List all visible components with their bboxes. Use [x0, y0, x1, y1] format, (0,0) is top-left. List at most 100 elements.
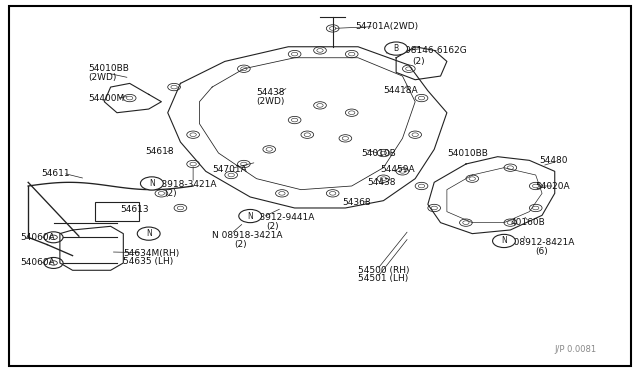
- Text: 54020A: 54020A: [536, 182, 570, 190]
- Circle shape: [288, 51, 301, 58]
- Text: N 08918-3421A: N 08918-3421A: [145, 180, 216, 189]
- Text: N: N: [247, 212, 253, 221]
- Circle shape: [138, 227, 160, 240]
- Circle shape: [50, 235, 58, 240]
- FancyBboxPatch shape: [95, 202, 139, 221]
- Text: N: N: [146, 229, 152, 238]
- Circle shape: [237, 160, 250, 168]
- Circle shape: [380, 151, 387, 155]
- Text: 54701A(2WD): 54701A(2WD): [355, 22, 418, 31]
- Text: 54418A: 54418A: [383, 86, 418, 95]
- Circle shape: [415, 182, 428, 190]
- Circle shape: [504, 219, 516, 226]
- Circle shape: [532, 184, 539, 188]
- Circle shape: [349, 52, 355, 56]
- Text: 54010B: 54010B: [361, 148, 396, 157]
- Text: N: N: [501, 237, 507, 246]
- Circle shape: [399, 170, 406, 173]
- Circle shape: [301, 131, 314, 138]
- Text: 54060A: 54060A: [20, 233, 54, 242]
- Text: N 08918-3421A: N 08918-3421A: [212, 231, 283, 240]
- Circle shape: [291, 118, 298, 122]
- Circle shape: [349, 111, 355, 115]
- Circle shape: [279, 192, 285, 195]
- Circle shape: [419, 96, 425, 100]
- Circle shape: [155, 190, 168, 197]
- Text: 54480: 54480: [539, 156, 568, 165]
- Circle shape: [406, 67, 412, 71]
- Circle shape: [463, 221, 469, 224]
- Circle shape: [529, 182, 542, 190]
- Circle shape: [44, 257, 63, 269]
- Text: 54010BB: 54010BB: [88, 64, 129, 73]
- Circle shape: [377, 175, 390, 182]
- Circle shape: [431, 206, 437, 210]
- Circle shape: [317, 49, 323, 52]
- Circle shape: [190, 162, 196, 166]
- Circle shape: [409, 131, 422, 138]
- Text: 54438: 54438: [367, 178, 396, 187]
- Circle shape: [385, 42, 408, 55]
- Circle shape: [507, 221, 513, 224]
- Text: N 08912-9441A: N 08912-9441A: [244, 213, 314, 222]
- Text: J/P 0.0081: J/P 0.0081: [555, 344, 597, 353]
- Circle shape: [239, 209, 262, 223]
- Text: 54500 (RH): 54500 (RH): [358, 266, 410, 275]
- Circle shape: [396, 168, 409, 175]
- Text: 54438: 54438: [257, 88, 285, 97]
- Circle shape: [415, 94, 428, 102]
- Text: 54635 (LH): 54635 (LH): [124, 257, 173, 266]
- Text: (2): (2): [412, 57, 424, 66]
- Circle shape: [428, 204, 440, 212]
- Text: N 08912-8421A: N 08912-8421A: [504, 238, 574, 247]
- Circle shape: [288, 116, 301, 124]
- Circle shape: [339, 135, 352, 142]
- Text: 54400M: 54400M: [88, 93, 125, 103]
- Circle shape: [330, 26, 336, 30]
- Circle shape: [380, 177, 387, 180]
- Circle shape: [187, 160, 200, 168]
- Text: 54010BB: 54010BB: [447, 148, 488, 157]
- Circle shape: [140, 177, 163, 190]
- Circle shape: [44, 232, 63, 243]
- Circle shape: [266, 148, 273, 151]
- Circle shape: [190, 133, 196, 137]
- Circle shape: [314, 102, 326, 109]
- Circle shape: [241, 67, 247, 71]
- Circle shape: [241, 162, 247, 166]
- Circle shape: [493, 234, 515, 247]
- Text: 40160B: 40160B: [510, 218, 545, 227]
- Circle shape: [171, 85, 177, 89]
- Text: 54611: 54611: [41, 169, 70, 178]
- Circle shape: [168, 83, 180, 91]
- Text: 54634M(RH): 54634M(RH): [124, 249, 180, 258]
- Text: B 08146-6162G: B 08146-6162G: [396, 46, 467, 55]
- Circle shape: [469, 177, 476, 180]
- Circle shape: [377, 149, 390, 157]
- Text: 54701A: 54701A: [212, 165, 247, 174]
- Text: 54368: 54368: [342, 198, 371, 207]
- Text: (2WD): (2WD): [257, 97, 285, 106]
- Text: N: N: [149, 179, 155, 188]
- Circle shape: [50, 261, 58, 265]
- Text: 54501 (LH): 54501 (LH): [358, 274, 408, 283]
- Circle shape: [124, 94, 136, 102]
- Circle shape: [127, 96, 133, 100]
- Circle shape: [326, 190, 339, 197]
- Text: 54459A: 54459A: [380, 165, 415, 174]
- Text: (2): (2): [266, 222, 278, 231]
- Text: (2): (2): [234, 240, 247, 249]
- Text: 54613: 54613: [120, 205, 148, 214]
- Circle shape: [317, 103, 323, 107]
- Text: (2): (2): [164, 189, 177, 198]
- Circle shape: [326, 25, 339, 32]
- Text: (2WD): (2WD): [88, 73, 117, 83]
- Circle shape: [304, 133, 310, 137]
- Text: B: B: [394, 44, 399, 53]
- Text: (6): (6): [536, 247, 548, 256]
- Circle shape: [187, 131, 200, 138]
- Circle shape: [174, 204, 187, 212]
- Text: 54060A: 54060A: [20, 259, 54, 267]
- Circle shape: [507, 166, 513, 170]
- Circle shape: [346, 51, 358, 58]
